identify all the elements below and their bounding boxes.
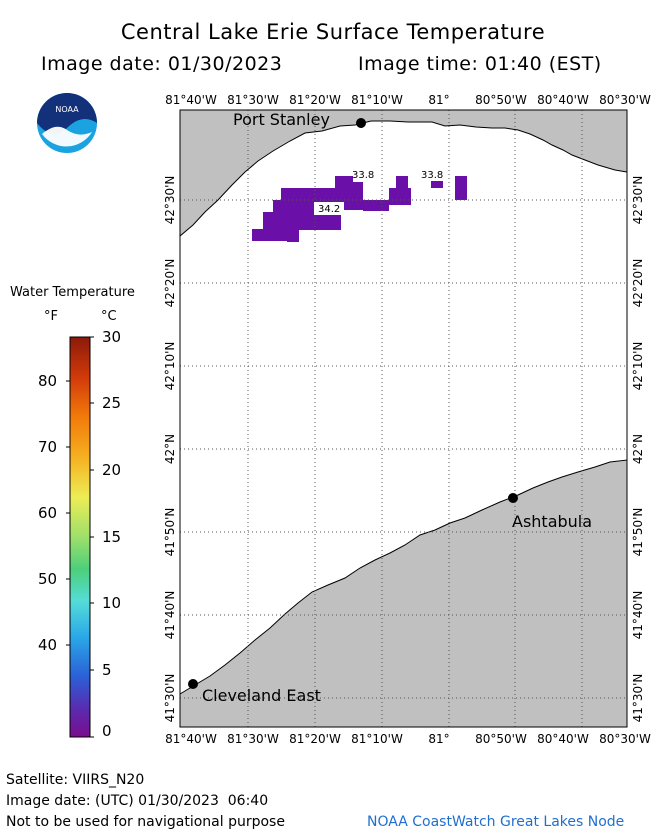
- lon-label: 81°: [428, 93, 449, 107]
- lon-label: 81°40'W: [165, 732, 217, 746]
- c-tick-30: 30: [102, 328, 122, 346]
- c-tick-25: 25: [102, 394, 122, 412]
- temp-label: 33.8: [421, 170, 443, 181]
- lon-label: 81°: [428, 732, 449, 746]
- f-tick-80: 80: [38, 372, 58, 390]
- lat-label: 41°30'N: [163, 674, 177, 723]
- lat-label: 42°10'N: [631, 342, 645, 391]
- satellite-info: Satellite: VIIRS_N20: [6, 772, 145, 788]
- city-label-cleveland-east: Cleveland East: [202, 686, 321, 705]
- c-tick-5: 5: [102, 661, 112, 679]
- unit-celsius: °C: [101, 309, 117, 324]
- lat-label: 42°20'N: [163, 259, 177, 308]
- lon-label: 80°50'W: [475, 93, 527, 107]
- temp-label: 34.2: [318, 204, 340, 215]
- f-tick-40: 40: [38, 636, 58, 654]
- lon-label: 81°20'W: [289, 732, 341, 746]
- lon-label: 81°30'W: [227, 732, 279, 746]
- temp-label: 33.8: [352, 170, 374, 181]
- city-marker-cleveland-east: [188, 679, 198, 689]
- temp-label-box: [314, 202, 344, 215]
- lon-label: 80°40'W: [537, 732, 589, 746]
- lat-label: 41°40'N: [631, 591, 645, 640]
- lon-label: 81°10'W: [351, 732, 403, 746]
- utc-date-info: Image date: (UTC) 01/30/2023 06:40: [6, 793, 269, 809]
- f-tick-50: 50: [38, 570, 58, 588]
- lat-label: 41°50'N: [163, 508, 177, 557]
- lon-label: 80°40'W: [537, 93, 589, 107]
- lat-label: 42°10'N: [163, 342, 177, 391]
- lat-label: 42°30'N: [163, 176, 177, 225]
- lon-label: 81°30'W: [227, 93, 279, 107]
- lon-label: 80°50'W: [475, 732, 527, 746]
- lat-label: 41°40'N: [163, 591, 177, 640]
- lat-label: 42°30'N: [631, 176, 645, 225]
- city-marker-port-stanley: [356, 118, 366, 128]
- image-time: Image time: 01:40 (EST): [358, 53, 602, 75]
- lat-labels-left: 42°30'N 42°20'N 42°10'N 42°N 41°50'N 41°…: [163, 176, 177, 723]
- c-tick-10: 10: [102, 594, 122, 612]
- c-tick-0: 0: [102, 722, 112, 740]
- lat-label: 42°N: [163, 434, 177, 464]
- lat-label: 42°N: [631, 434, 645, 464]
- legend-title: Water Temperature: [10, 285, 135, 300]
- f-tick-70: 70: [38, 438, 58, 456]
- lon-label: 80°30'W: [599, 732, 651, 746]
- city-marker-ashtabula: [508, 493, 518, 503]
- lon-label: 81°20'W: [289, 93, 341, 107]
- city-label-ashtabula: Ashtabula: [512, 512, 592, 531]
- logo-text: NOAA: [55, 105, 79, 114]
- lat-label: 42°20'N: [631, 259, 645, 308]
- map-title: Central Lake Erie Surface Temperature: [120, 20, 546, 44]
- lon-label: 81°40'W: [165, 93, 217, 107]
- c-tick-15: 15: [102, 528, 122, 546]
- map-frame: [179, 109, 628, 728]
- lat-label: 41°30'N: [631, 674, 645, 723]
- lon-label: 80°30'W: [599, 93, 651, 107]
- image-date: Image date: 01/30/2023: [41, 53, 283, 75]
- lat-labels-right: 42°30'N 42°20'N 42°10'N 42°N 41°50'N 41°…: [631, 176, 645, 723]
- navigation-disclaimer: Not to be used for navigational purpose: [6, 814, 285, 830]
- lake-erie-map: Port Stanley Ashtabula Cleveland East 33…: [163, 93, 651, 746]
- lon-labels-bottom: 81°40'W 81°30'W 81°20'W 81°10'W 81° 80°5…: [165, 732, 651, 746]
- lon-labels-top: 81°40'W 81°30'W 81°20'W 81°10'W 81° 80°5…: [165, 93, 651, 107]
- noaa-logo: NOAA: [37, 93, 97, 153]
- c-tick-20: 20: [102, 461, 122, 479]
- credit-line: NOAA CoastWatch Great Lakes Node: [367, 814, 625, 830]
- city-label-port-stanley: Port Stanley: [233, 110, 330, 129]
- temperature-color-scale: [66, 336, 94, 738]
- graticule: [180, 110, 627, 727]
- f-tick-60: 60: [38, 504, 58, 522]
- lat-label: 41°50'N: [631, 508, 645, 557]
- unit-fahrenheit: °F: [44, 309, 58, 324]
- lon-label: 81°10'W: [351, 93, 403, 107]
